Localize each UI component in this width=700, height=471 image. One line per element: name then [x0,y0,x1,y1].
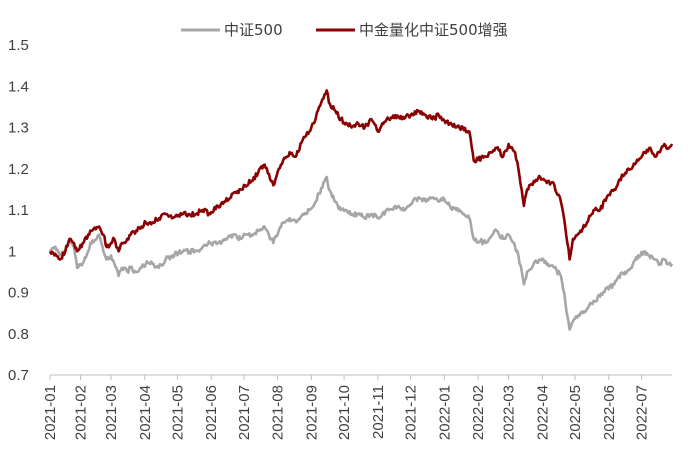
x-tick-label: 2022-06 [601,385,618,440]
x-tick-label: 2022-07 [633,385,650,440]
y-tick-label: 0.7 [8,367,29,384]
series-line-enhanced-fund [48,89,674,261]
y-tick-label: 0.8 [8,326,29,343]
x-tick-label: 2021-04 [137,385,154,440]
legend-label-enhanced-fund: 中金量化中证500增强 [359,21,508,39]
x-tick-label: 2021-05 [169,385,186,440]
series-line-csi500 [49,175,674,331]
y-tick-label: 1.3 [8,120,29,137]
y-tick-label: 1.1 [8,202,29,219]
x-tick-label: 2021-10 [336,385,353,440]
legend: 中证500 中金量化中证500增强 [181,21,508,39]
x-tick-label: 2021-06 [203,385,220,440]
x-tick-label: 2022-04 [534,385,551,440]
x-tick-label: 2021-01 [42,385,59,440]
series-layer [48,89,674,331]
x-tick-label: 2021-11 [370,385,387,439]
x-tick-label: 2021-09 [303,385,320,440]
x-axis-ticks [49,375,642,380]
y-tick-label: 0.9 [8,285,29,302]
x-tick-label: 2021-12 [403,385,420,440]
y-tick-label: 1.4 [8,78,29,95]
x-tick-label: 2022-02 [470,385,487,440]
y-tick-label: 1 [8,243,16,260]
x-tick-label: 2022-01 [436,385,453,440]
x-axis-labels: 2021-01 2021-02 2021-03 2021-04 2021-05 2021-… [42,385,650,440]
x-tick-label: 2022-03 [501,385,518,440]
x-tick-label: 2021-02 [73,385,90,440]
y-axis-labels: 0.7 0.8 0.9 1 1.1 1.2 1.3 1.4 1.5 [8,37,29,384]
x-tick-label: 2021-08 [270,385,287,440]
y-tick-label: 1.5 [8,37,29,54]
x-tick-label: 2021-03 [103,385,120,440]
y-tick-label: 1.2 [8,161,29,178]
x-tick-label: 2022-05 [567,385,584,440]
x-tick-label: 2021-07 [236,385,253,440]
legend-label-csi500: 中证500 [224,21,283,39]
